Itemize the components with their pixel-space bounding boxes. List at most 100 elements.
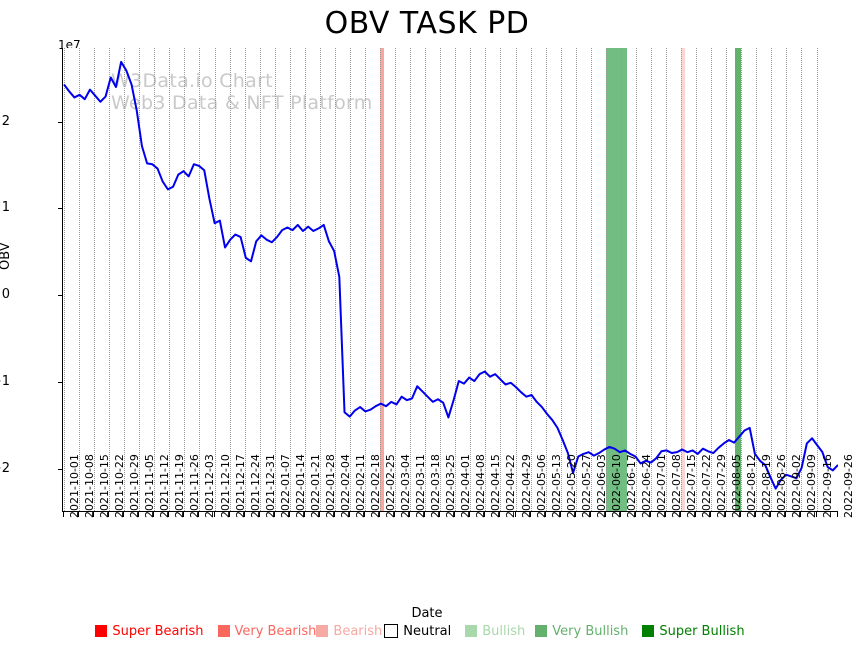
gridline-vertical: [726, 48, 728, 511]
plot-area: W3Data.io Chart Web3 Data & NFT Platform: [62, 48, 838, 512]
gridline-vertical: [274, 48, 276, 511]
legend-swatch-icon: [95, 625, 108, 637]
x-axis-tick-mark: [243, 512, 245, 517]
x-axis-tick-mark: [680, 512, 682, 517]
gridline-vertical: [169, 48, 171, 511]
y-axis-tick-label: 2: [1, 113, 10, 129]
x-axis-tick-mark: [258, 512, 260, 517]
x-axis-tick-label: 2022-08-19: [760, 454, 774, 518]
series-obv: [63, 60, 838, 490]
x-axis-tick-mark: [695, 512, 697, 517]
legend-swatch-icon: [642, 625, 655, 637]
x-axis-tick-mark: [228, 512, 230, 517]
gridline-vertical: [244, 48, 246, 511]
x-axis-tick-mark: [589, 512, 591, 517]
x-axis-tick-label: 2022-06-24: [639, 454, 653, 518]
x-axis-tick-label: 2022-04-22: [504, 454, 518, 518]
legend-label: Very Bearish: [234, 623, 317, 639]
gridline-vertical: [410, 48, 412, 511]
legend-item-neutral[interactable]: Neutral: [384, 624, 451, 639]
gridline-vertical: [605, 48, 607, 511]
gridline-vertical: [530, 48, 532, 511]
x-axis-tick-label: 2022-09-02: [790, 454, 804, 518]
x-axis-tick-label: 2022-06-10: [609, 454, 623, 518]
gridline-vertical: [560, 48, 562, 511]
gridline-vertical: [635, 48, 637, 511]
x-axis-tick-label: 2022-02-18: [369, 454, 382, 518]
legend-item-very-bullish[interactable]: Very Bullish: [535, 624, 628, 639]
gridline-vertical: [741, 48, 743, 511]
legend-label: Bearish: [333, 623, 383, 639]
legend-label: Neutral: [403, 623, 452, 639]
x-axis-tick-mark: [649, 512, 651, 517]
x-axis-tick-label: 2022-01-28: [323, 454, 337, 518]
x-axis-tick-mark: [514, 512, 516, 517]
x-axis-tick-mark: [394, 512, 396, 517]
gridline-vertical: [500, 48, 502, 511]
x-axis-tick-label: 2021-12-03: [203, 454, 217, 518]
x-axis-tick-mark: [529, 512, 531, 517]
gridline-vertical: [365, 48, 366, 511]
x-axis-tick-mark: [454, 512, 456, 517]
gridline-vertical: [786, 48, 788, 511]
x-axis-tick-mark: [634, 512, 636, 517]
y-axis-tick-label: 1: [1, 200, 10, 216]
legend-item-super-bearish[interactable]: Super Bearish: [95, 624, 204, 639]
gridline-vertical: [545, 48, 547, 511]
x-axis-tick-mark: [318, 512, 320, 517]
gridline-vertical: [380, 48, 382, 511]
x-axis-tick-label: 2022-04-29: [519, 454, 533, 518]
legend-item-bullish[interactable]: Bullish: [465, 624, 525, 639]
x-axis-tick-mark: [63, 512, 64, 517]
x-axis-tick-label: 2021-11-12: [158, 454, 172, 518]
x-axis-tick-label: 2021-12-10: [218, 454, 232, 518]
x-axis-tick-label: 2021-10-22: [113, 454, 127, 518]
y-axis-label: OBV: [0, 242, 13, 270]
x-axis-tick-mark: [93, 512, 95, 517]
legend-item-super-bullish[interactable]: Super Bullish: [642, 623, 745, 639]
y-axis-tick-label: −2: [0, 460, 10, 476]
y-axis-tick-label: 0: [1, 287, 10, 303]
x-axis-tick-mark: [439, 512, 441, 517]
gridline-vertical: [154, 48, 156, 511]
legend-item-bearish[interactable]: Bearish: [316, 624, 382, 639]
legend-label: Super Bullish: [659, 623, 745, 639]
gridline-vertical: [470, 48, 472, 511]
x-axis-tick-mark: [78, 512, 80, 517]
x-axis-tick-label: 2022-07-22: [700, 454, 714, 518]
legend-swatch-icon: [535, 625, 548, 637]
x-axis-tick-mark: [333, 512, 335, 517]
x-axis-tick-label: 2022-04-08: [474, 454, 488, 518]
gridline-vertical: [259, 48, 261, 511]
legend-item-very-bearish[interactable]: Very Bearish: [217, 623, 317, 639]
x-axis-tick-label: 2021-11-19: [173, 454, 187, 518]
gridline-vertical: [666, 48, 667, 511]
x-axis-tick-label: 2021-11-26: [188, 454, 202, 518]
x-axis-tick-mark: [168, 512, 170, 517]
gridline-vertical: [650, 48, 652, 511]
x-axis-tick-label: 2022-09-09: [805, 454, 819, 518]
gridline-vertical: [440, 48, 442, 511]
x-axis-tick-mark: [559, 512, 561, 517]
x-axis-tick-mark: [800, 512, 802, 517]
x-axis-tick-mark: [604, 512, 606, 517]
x-axis-tick-mark: [303, 512, 305, 517]
legend-swatch-icon: [465, 625, 478, 637]
legend-swatch-icon: [316, 625, 329, 637]
gridline-vertical: [590, 48, 592, 511]
y-axis-tick-mark: [58, 468, 62, 470]
x-axis-tick-label: 2021-10-01: [68, 454, 81, 518]
x-axis-tick-label: 2022-03-11: [414, 454, 428, 518]
x-axis-tick-mark: [379, 512, 381, 517]
x-axis-tick-mark: [785, 512, 787, 517]
x-axis-tick-label: 2022-09-26: [842, 454, 854, 518]
x-axis-tick-mark: [755, 512, 757, 517]
gridline-vertical: [756, 48, 758, 511]
gridline-vertical: [289, 48, 291, 511]
y-axis-tick-mark: [58, 381, 62, 383]
x-axis-tick-mark: [409, 512, 411, 517]
x-axis-tick-mark: [424, 512, 426, 517]
x-axis-tick-label: 2022-05-06: [534, 454, 548, 518]
x-axis-tick-label: 2021-10-15: [98, 454, 112, 518]
